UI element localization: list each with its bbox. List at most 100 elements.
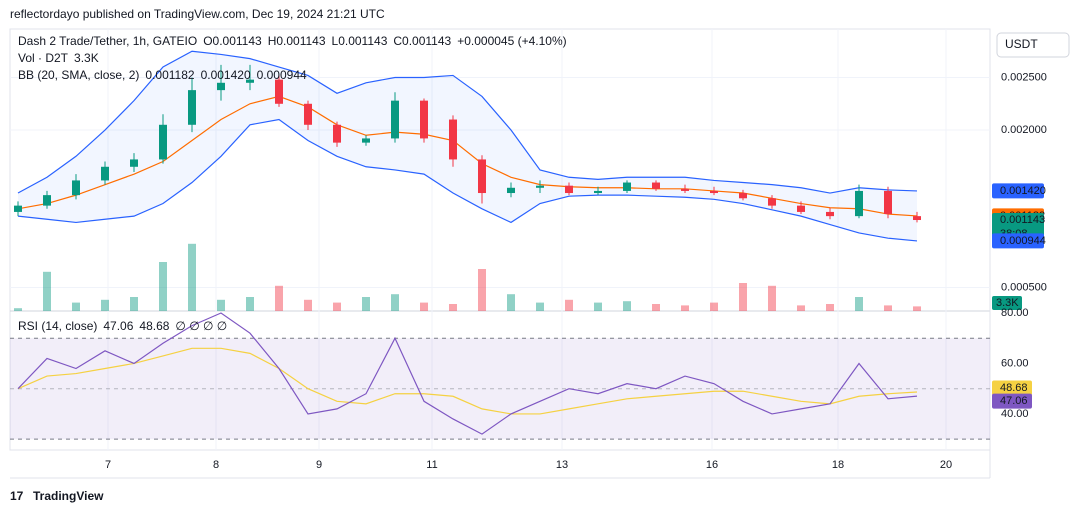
candle-body xyxy=(391,100,399,139)
volume-bar xyxy=(14,308,22,311)
candle-body xyxy=(594,190,602,194)
volume-bar xyxy=(623,301,631,311)
volume-bar xyxy=(217,299,225,311)
x-tick-label: 20 xyxy=(940,459,952,471)
x-tick-label: 11 xyxy=(426,459,437,471)
y-tick-label: 0.002000 xyxy=(1001,124,1047,136)
candle-body xyxy=(623,182,631,191)
price-badge xyxy=(992,183,1044,199)
volume-bar xyxy=(188,243,196,311)
volume-bar xyxy=(884,305,892,311)
volume-bar xyxy=(710,302,718,311)
candle-body xyxy=(826,211,834,217)
volume-bar xyxy=(391,294,399,311)
rsi-line xyxy=(17,347,918,415)
y-tick-label: 80.00 xyxy=(1001,307,1029,319)
candle-body xyxy=(43,195,51,206)
volume-bar xyxy=(43,271,51,311)
candle-body xyxy=(275,79,283,104)
legend-vol: Vol · D2T xyxy=(18,51,69,65)
candle-body xyxy=(565,185,573,194)
rsi-line xyxy=(17,312,918,435)
published: reflectordayo published on TradingView.c… xyxy=(10,7,385,21)
footer-label: TradingView xyxy=(33,489,104,503)
legend-bb-lower: 0.000944 xyxy=(257,68,307,82)
volume-bar xyxy=(768,285,776,311)
volume-bar xyxy=(536,302,544,311)
x-tick-label: 18 xyxy=(832,459,844,471)
footer-logo: 17 TradingView xyxy=(10,489,104,503)
volume-bar xyxy=(362,297,370,311)
bb-basis xyxy=(17,95,918,217)
bb-fill xyxy=(18,51,917,241)
volume-bar xyxy=(739,283,747,311)
volume-bar xyxy=(159,262,167,311)
candle-body xyxy=(681,188,689,191)
legend-bb: BB (20, SMA, close, 2) xyxy=(18,68,139,82)
volume-bar xyxy=(478,269,486,311)
legend-extra: ∅ ∅ ∅ ∅ xyxy=(175,319,227,333)
y-tick-label: 40.00 xyxy=(1001,408,1029,420)
legend-symbol: Dash 2 Trade/Tether, 1h, GATEIO xyxy=(18,34,197,48)
candle-body xyxy=(420,100,428,139)
volume-bar xyxy=(72,302,80,311)
legend-rsi: 47.06 xyxy=(103,319,133,333)
currency-label[interactable]: USDT xyxy=(1005,37,1038,51)
volume-bar xyxy=(130,297,138,311)
candle-body xyxy=(217,82,225,91)
volume-bar xyxy=(652,304,660,311)
x-tick-label: 8 xyxy=(213,459,219,471)
price-badge-label: 0.001420 xyxy=(1000,185,1046,197)
price-badge-label: 0.000944 xyxy=(1000,235,1046,247)
candle-body xyxy=(14,205,22,212)
candle-body xyxy=(333,124,341,143)
legend-bb-basis: 0.001182 xyxy=(145,68,194,82)
bb-lower xyxy=(17,118,918,242)
price-badge xyxy=(992,233,1044,249)
y-tick-label: 0.000500 xyxy=(1001,281,1047,293)
candle-body xyxy=(188,90,196,125)
candle-body xyxy=(101,166,109,181)
candle-body xyxy=(913,216,921,221)
volume-bar xyxy=(855,297,863,311)
volume-bar xyxy=(826,304,834,311)
candle-body xyxy=(362,138,370,143)
x-tick-label: 13 xyxy=(556,459,568,471)
candle-body xyxy=(797,205,805,212)
volume-bar xyxy=(797,305,805,311)
x-tick-label: 9 xyxy=(316,459,322,471)
candle-body xyxy=(72,180,80,196)
candle-body xyxy=(478,159,486,194)
legend-bb-upper: 0.001420 xyxy=(201,68,251,82)
price-badge-label: 0.001143 xyxy=(1000,214,1045,226)
candle-body xyxy=(159,124,167,160)
legend-h: H0.001143 xyxy=(268,34,326,48)
volume-bar xyxy=(594,302,602,311)
currency-button[interactable] xyxy=(996,32,1070,58)
volume-bar xyxy=(913,306,921,311)
x-tick-label: 16 xyxy=(706,459,718,471)
volume-badge xyxy=(992,296,1022,310)
candle-body xyxy=(449,119,457,160)
volume-bar xyxy=(333,302,341,311)
volume-bar xyxy=(275,285,283,311)
candle-body xyxy=(855,190,863,217)
candle-body xyxy=(507,187,515,194)
candle-body xyxy=(536,185,544,188)
legend-change: +0.000045 (+4.10%) xyxy=(457,34,566,48)
legend-name: RSI (14, close) xyxy=(18,319,97,333)
legend-ma: 48.68 xyxy=(139,319,169,333)
rsi-badge xyxy=(992,393,1032,409)
volume-bar xyxy=(101,299,109,311)
candle-body xyxy=(246,79,254,83)
y-tick-label: 60.00 xyxy=(1001,357,1029,369)
legend-c: C0.001143 xyxy=(393,34,451,48)
candle-body xyxy=(652,182,660,189)
logo-mark: 17 xyxy=(10,489,24,503)
bb-upper xyxy=(17,50,918,194)
volume-bar xyxy=(681,305,689,311)
volume-bar xyxy=(304,299,312,311)
rsi-badge-label: 47.06 xyxy=(1000,395,1028,407)
